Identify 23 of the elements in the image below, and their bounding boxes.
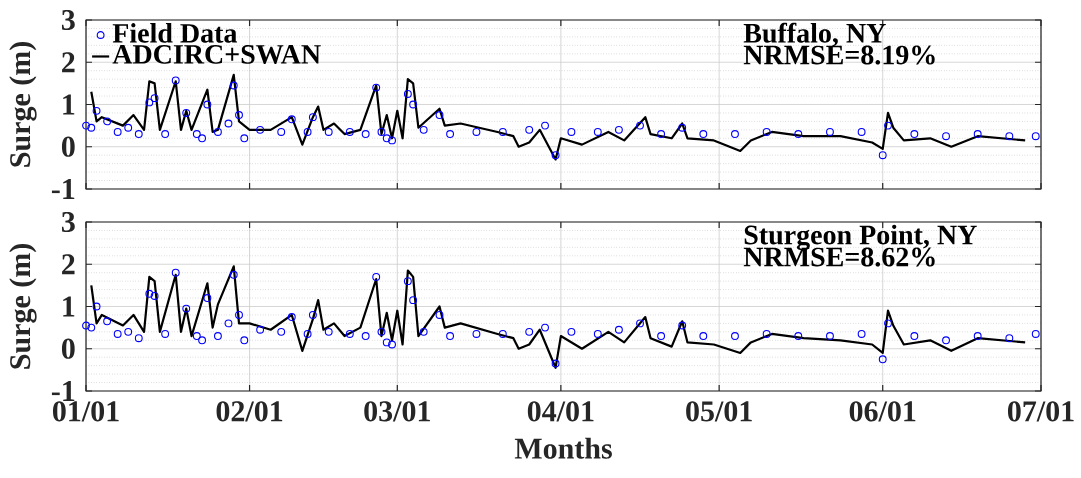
y-tick-label: 2 [62, 254, 75, 275]
legend-label: ADCIRC+SWAN [112, 44, 321, 64]
y-tick-label: 3 [61, 9, 75, 31]
y-tick-label: 1 [63, 94, 75, 115]
x-tick-label: 01/01 [52, 401, 119, 422]
y-tick-label: -1 [51, 381, 75, 401]
legend-label: Field Data [112, 23, 238, 43]
x-tick-label: 07/01 [1007, 401, 1074, 422]
y-tick-label: 0 [61, 136, 75, 157]
x-tick-label: 06/01 [849, 401, 916, 422]
x-axis-title: Months [514, 437, 612, 459]
y-tick-label: 3 [61, 211, 75, 233]
y-axis-title: Surge (m) [9, 42, 37, 167]
annotation: NRMSE=8.19% [743, 45, 935, 65]
x-tick-label: 03/01 [364, 401, 430, 422]
y-tick-label: 0 [61, 338, 75, 359]
y-axis-title: Surge (m) [9, 244, 37, 369]
y-tick-label: -1 [51, 179, 75, 199]
y-tick-label: 1 [63, 296, 75, 317]
x-tick-label: 04/01 [527, 401, 594, 422]
x-tick-label: 05/01 [686, 401, 752, 422]
x-tick-label: 02/01 [216, 401, 283, 422]
y-tick-label: 2 [62, 52, 75, 73]
